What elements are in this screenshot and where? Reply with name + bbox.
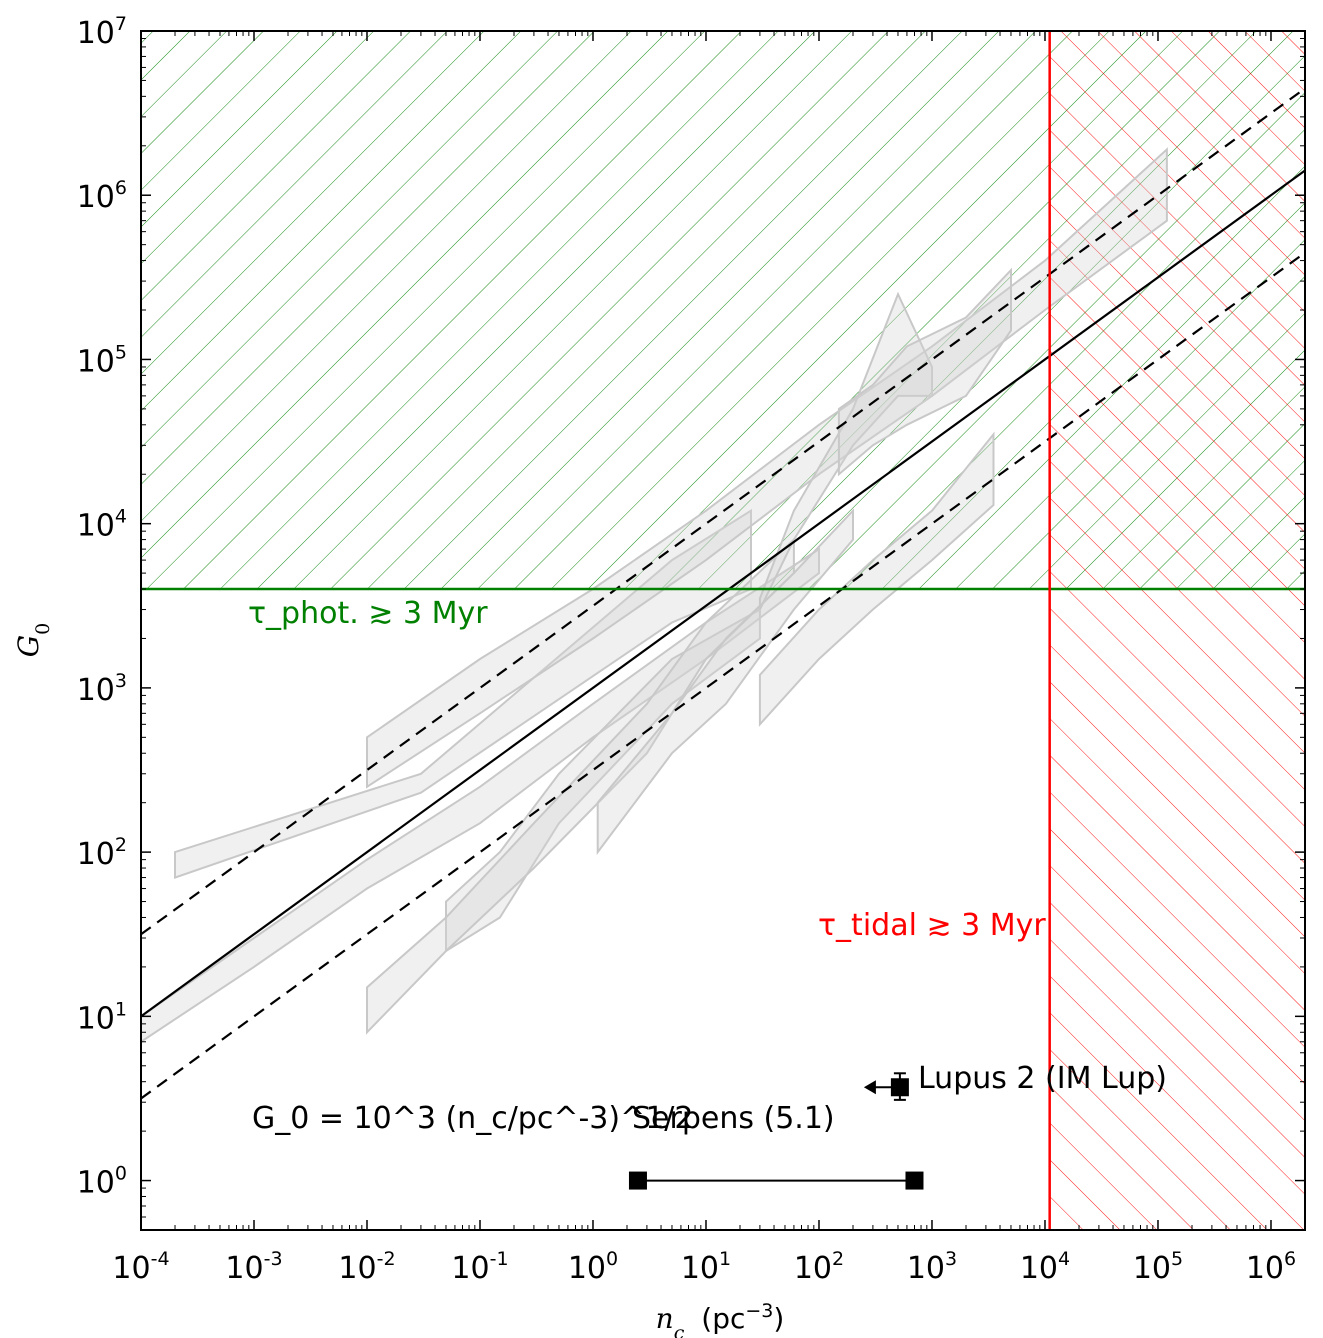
y-tick-label: 102 [77,834,127,872]
x-tick-label: 10-3 [225,1248,282,1286]
region-band-7 [758,291,933,610]
tidal-label: τ_tidal ≳ 3 Myr [818,908,1046,943]
y-tick-label: 101 [77,998,127,1036]
region-band-8 [837,267,1012,477]
serpens-point-high [905,1171,924,1190]
x-tick-label: 105 [1133,1248,1183,1286]
annotation-points: Lupus 2 (IM Lup) Serpens (5.1) [632,1061,1167,1136]
x-tick-label: 104 [1020,1248,1070,1286]
hatch-layer [141,31,1305,1230]
y-tick-label: 104 [77,506,127,544]
phot-label: τ_phot. ≳ 3 Myr [248,596,488,631]
x-tick-label: 10-1 [451,1248,508,1286]
region-band-6 [758,431,995,727]
threshold-layer [141,31,1305,1230]
annotation-relation: G_0 = 10^3 (n_c/pc^-3)^1/2 [252,1101,694,1136]
serpens-label: Serpens (5.1) [632,1101,835,1136]
y-tick-label: 107 [77,13,127,51]
x-tick-label: 106 [1246,1248,1296,1286]
y-tick-label: 103 [77,670,127,708]
x-tick-label: 102 [794,1248,844,1286]
y-tick-label: 100 [77,1163,127,1201]
region-band-2 [141,547,820,1043]
relation-label: G_0 = 10^3 (n_c/pc^-3)^1/2 [252,1101,694,1136]
ticks-layer: 10-4 10-3 10-2 10-1 100 101 102 103 104 105 106 100… [77,13,1306,1286]
plot-area [141,31,1305,1230]
bands-layer [141,147,1168,1043]
lupus-label: Lupus 2 (IM Lup) [918,1061,1167,1096]
region-band-3 [445,607,761,953]
x-tick-label: 101 [681,1248,731,1286]
x-tick-label: 100 [568,1248,618,1286]
lupus-arrow-head [863,1080,876,1095]
x-tick-label: 103 [907,1248,957,1286]
annotation-phot: τ_phot. ≳ 3 Myr [248,596,488,631]
region-band-1 [366,147,1168,789]
serpens-point-low [628,1171,647,1190]
y-tick-label: 106 [77,177,127,215]
tidal-hatch-region [1049,31,1305,1230]
region-band-5 [596,508,854,856]
relation-layer [141,87,1305,1100]
lupus-point [890,1078,909,1097]
annotation-tidal: τ_tidal ≳ 3 Myr [818,908,1046,943]
x-axis-label: nc (pc−3) [656,1300,785,1338]
x-tick-label: 10-2 [338,1248,395,1286]
y-tick-label: 105 [77,341,127,379]
y-axis-label: G0 [12,623,54,657]
relation-line [141,169,1305,1018]
x-tick-label: 10-4 [112,1248,169,1286]
plot-frame [140,30,1306,1231]
points-layer [628,1072,924,1190]
